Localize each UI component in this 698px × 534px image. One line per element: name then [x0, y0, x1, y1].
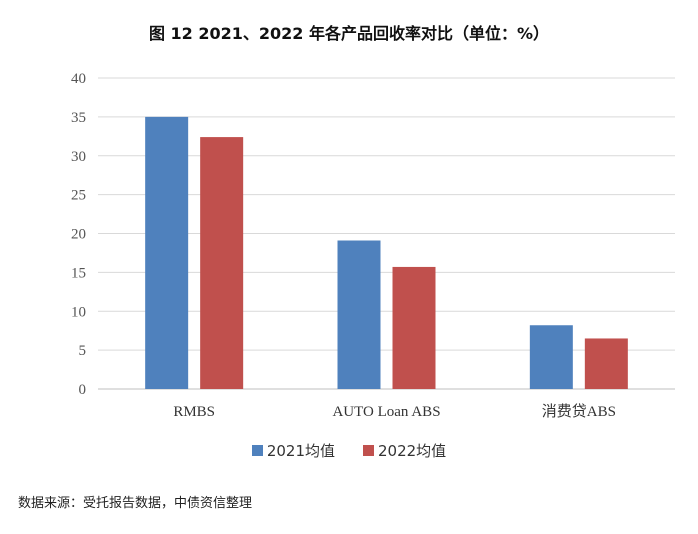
category-labels: RMBS AUTO Loan ABS 消费贷ABS	[173, 403, 616, 420]
legend-item-2022: 2022均值	[363, 440, 446, 461]
y-tick-label: 5	[79, 343, 87, 359]
y-tick-label: 10	[71, 304, 86, 320]
chart-title: 图 12 2021、2022 年各产品回收率对比（单位：%）	[148, 24, 550, 43]
category-label: AUTO Loan ABS	[332, 404, 440, 420]
bar-2021-1	[337, 240, 381, 389]
legend: 2021均值 2022均值	[0, 440, 698, 461]
category-label: 消费贷ABS	[542, 403, 616, 420]
grid-lines	[98, 77, 675, 390]
legend-swatch-2022	[363, 445, 374, 456]
y-axis-ticks: 0 5 10 15 20 25 30 35 40	[71, 71, 86, 398]
y-tick-label: 35	[71, 110, 86, 126]
bar-2021-2	[529, 325, 573, 389]
y-tick-label: 15	[71, 265, 86, 281]
legend-label-2021: 2021均值	[266, 442, 335, 460]
legend-label-2022: 2022均值	[378, 442, 447, 460]
bar-2022-2	[584, 338, 628, 389]
category-label: RMBS	[173, 404, 215, 420]
bar-2021-0	[145, 116, 189, 389]
data-source-note: 数据来源：受托报告数据，中债资信整理	[18, 496, 253, 511]
y-tick-label: 0	[79, 382, 87, 398]
legend-item-2021: 2021均值	[251, 440, 335, 461]
bar-2022-0	[200, 137, 244, 389]
y-tick-label: 20	[71, 227, 86, 243]
bar-2022-1	[392, 266, 436, 389]
legend-swatch-2021	[251, 445, 263, 456]
bars	[145, 116, 628, 389]
y-tick-label: 30	[71, 149, 86, 165]
y-tick-label: 40	[71, 71, 86, 87]
y-tick-label: 25	[71, 188, 86, 204]
